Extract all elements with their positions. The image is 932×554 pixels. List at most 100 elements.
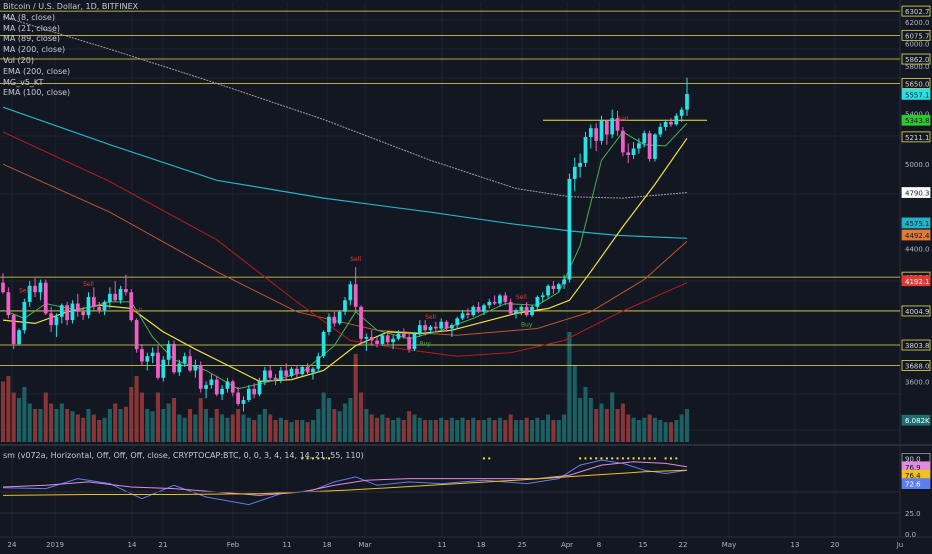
candle-body [327,316,331,332]
candle-body [305,366,310,373]
legend-ma89[interactable]: MA (89, close) [3,34,61,44]
legend-ma200[interactable]: MA (200, close) [3,45,66,55]
x-tick-label: 20 [831,541,840,549]
volume-bar [268,414,273,442]
oscillator-legend[interactable]: sm (v072a, Horizontal, Off, Off, Off, cl… [3,451,364,460]
price-label: 4575.1 [905,220,930,228]
candle-body [401,333,406,338]
oscillator-dot-marker [632,457,635,460]
candle-body [284,370,289,376]
candle-body [321,331,326,357]
oscillator-price-label: 76.4 [905,472,921,480]
oscillator-dot-marker [327,457,330,460]
candle-body [1,282,5,293]
price-label-box [901,77,931,89]
oscillator-dot-marker [306,457,309,460]
candle-body [685,94,689,110]
volume-bar [535,417,540,442]
oscillator-dot-marker [488,457,491,460]
candle-body [316,356,321,369]
volume-bar [604,409,609,442]
volume-bar [22,387,27,442]
volume-bar [118,409,123,442]
volume-bar [342,403,348,442]
candle-body [460,313,465,319]
legend-mg-v5-kt[interactable]: MG_v5_KT [3,77,44,87]
candle-body [396,333,401,339]
candle-body [588,128,593,138]
candle-body [653,134,657,159]
legend-ema100[interactable]: EMA (100, close) [3,88,71,98]
candle-body [134,320,139,350]
volume-bar [353,354,358,442]
volume-bar [380,414,385,442]
candle-body [679,109,684,116]
sell-signal-label: Sell [19,288,30,295]
volume-bar [684,409,690,442]
candle-body [428,326,433,331]
legend-ma21[interactable]: MA (21, close) [3,23,61,33]
candle-body [551,285,556,290]
volume-bar [471,417,476,442]
volume-bar [70,411,75,442]
volume-bar [679,414,684,442]
sell-signal-label: Sell [516,294,527,301]
volume-bar [423,420,428,442]
volume-bar [572,365,577,442]
candle-body [380,335,385,344]
volume-bar [54,409,59,442]
legend-volume[interactable]: Vol (20) [3,55,34,65]
candle-body [27,285,32,302]
legend-ma8[interactable]: MA (8, close) [3,12,55,22]
volume-bar [145,409,150,442]
candle-body [492,301,497,304]
candle-body [113,293,118,301]
x-tick-label: 18 [477,541,486,549]
oscillator-dot-marker [669,457,672,460]
buy-signal-label: Buy [521,322,533,329]
candle-body [594,128,599,141]
ema200-line [2,16,688,199]
volume-bar [214,409,219,442]
candle-body [65,305,69,321]
volume-bar [134,376,139,442]
candle-body [177,363,182,373]
volume-bar [11,392,16,442]
oscillator-dot-marker [616,457,619,460]
candle-body [140,349,144,362]
price-label: 3803.8 [905,342,930,350]
oscillator-price-label: 76.9 [905,464,921,472]
candle-body [49,313,53,326]
volume-bar [375,417,380,442]
candle-body [17,330,21,344]
x-tick-label: Feb [227,541,240,549]
volume-bar [246,417,251,442]
oscillator-dot-marker [627,457,630,460]
candle-body [519,306,524,311]
volume-bar [278,417,283,442]
legend-ema200[interactable]: EMA (200, close) [3,66,71,76]
x-tick-label: Apr [561,541,573,549]
candle-body [524,306,529,316]
volume-bar [385,417,390,442]
volume-bar [444,420,449,442]
volume-bar [150,411,155,442]
volume-bar [556,420,561,442]
candle-body [262,370,267,382]
oscillator-dot-marker [605,457,608,460]
volume-bar [567,332,572,442]
ma21-line [2,137,688,383]
x-tick-label: 25 [518,541,527,549]
oscillator-dot-marker [637,457,640,460]
volume-bar [460,417,465,442]
candle-body [54,316,59,326]
candle-body [193,365,198,371]
candle-body [145,356,150,362]
volume-bar [75,414,80,442]
volume-bar [652,417,657,442]
oscillator-y-tick-label: 25.0 [905,510,921,518]
x-tick-label: 18 [323,541,332,549]
candle-body [188,356,192,371]
